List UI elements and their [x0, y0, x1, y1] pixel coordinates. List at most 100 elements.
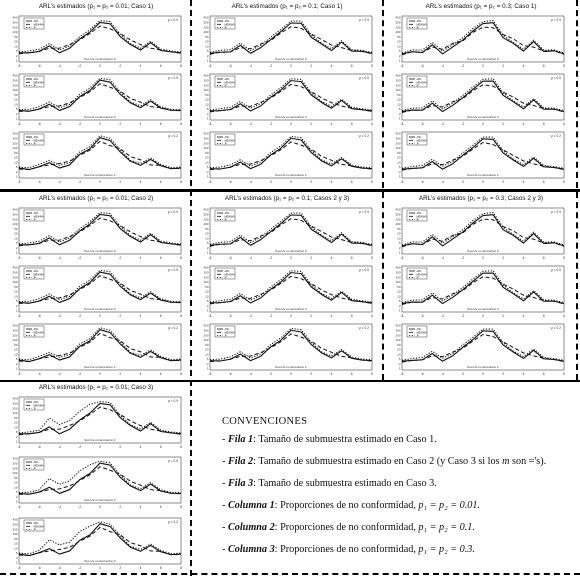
y-tick-label: 300: [12, 270, 17, 274]
y-tick-label: 50: [205, 35, 209, 39]
convention-label: Fila 3: [227, 478, 254, 489]
x-tick-label: 6: [351, 180, 353, 184]
y-tick-label: 400: [395, 74, 400, 78]
x-tick-label: -4: [249, 372, 252, 376]
y-tick-label: 300: [203, 136, 208, 140]
legend-label: MEWMA: [225, 22, 235, 26]
x-tick-label: 2: [310, 180, 312, 184]
y-tick-label: 400: [203, 74, 208, 78]
y-tick-label: 20: [397, 232, 401, 236]
plot-frame: [18, 73, 182, 121]
y-tick-label: 100: [12, 30, 17, 34]
convention-label: Fila 1: [227, 434, 254, 445]
series-line-solid: [18, 462, 182, 495]
legend-label: X̄²: [224, 25, 227, 29]
y-tick-label: 1: [16, 251, 18, 255]
x-tick-label: -4: [441, 372, 444, 376]
y-tick-label: 50: [205, 93, 209, 97]
x-tick-label: -6: [38, 372, 41, 376]
series-line-dotted: [18, 521, 182, 555]
y-tick-label: 300: [12, 78, 17, 82]
y-tick-label: 50: [397, 227, 401, 231]
convention-columna-2: - Columna 2: Proporciones de no conformi…: [222, 522, 475, 533]
series-line-solid: [18, 329, 182, 363]
y-tick-label: 1: [399, 251, 401, 255]
legend-label: X̄²: [33, 217, 36, 221]
block-r1c1: ARL’s estimados (p₁ = p₂ = 0.01; Caso 1)…: [3, 2, 189, 187]
series-line-solid: [209, 329, 373, 362]
x-tick-label: 0: [99, 445, 101, 449]
y-tick-label: 2: [16, 112, 18, 116]
y-tick-label: 20: [14, 290, 18, 294]
x-tick-label: 4: [523, 372, 525, 376]
x-tick-label: 2: [502, 180, 504, 184]
x-axis-label: Nivel de contaminación Z: [467, 307, 499, 311]
x-tick-label: -6: [38, 445, 41, 449]
x-tick-label: -8: [401, 64, 404, 68]
x-axis-label: Nivel de contaminación Z: [275, 249, 307, 253]
series-line-solid: [401, 272, 565, 305]
y-tick-label: 300: [203, 212, 208, 216]
series-line-solid: [19, 213, 182, 246]
convention-fila-3: - Fila 3: Tamaño de submuestra estimado …: [222, 478, 437, 489]
y-tick-label: 400: [203, 324, 208, 328]
x-axis-label: Nivel de contaminación Z: [84, 438, 116, 442]
y-tick-label: 10: [14, 352, 18, 356]
series-line-dotted: [401, 270, 565, 304]
y-tick-label: 20: [397, 40, 401, 44]
series-line-dashed: [401, 26, 565, 56]
conventions-title: CONVENCIONES: [222, 416, 308, 427]
legend-label: MEWMA: [417, 22, 427, 26]
x-tick-label: 4: [331, 314, 333, 318]
y-tick-label: 200: [12, 217, 17, 221]
y-tick-label: 200: [395, 217, 400, 221]
y-tick-label: 2: [399, 304, 401, 308]
y-tick-label: 20: [397, 98, 401, 102]
y-tick-label: 400: [12, 324, 17, 328]
x-tick-label: -2: [78, 122, 81, 126]
x-tick-label: 2: [310, 256, 312, 260]
y-tick-label: 50: [397, 343, 401, 347]
x-tick-label: -4: [249, 256, 252, 260]
legend-label: ARL: [417, 19, 423, 23]
x-tick-label: 2: [119, 256, 121, 260]
y-tick-label: 200: [395, 333, 400, 337]
series-line-dashed: [18, 526, 182, 557]
convention-text: Tamaño de submuestra estimado en Caso 3.: [258, 478, 437, 489]
y-tick-label: 2: [207, 246, 209, 250]
y-tick-label: 200: [12, 466, 17, 470]
x-tick-label: -8: [401, 256, 404, 260]
y-tick-label: 20: [14, 40, 18, 44]
x-tick-label: 8: [180, 122, 182, 126]
y-tick-label: 100: [203, 88, 208, 92]
series-line-dashed: [401, 84, 565, 113]
series-line-dotted: [209, 78, 373, 111]
x-tick-label: -4: [58, 122, 61, 126]
rho-label: ρ = 0.5: [168, 76, 178, 80]
y-tick-label: 20: [397, 156, 401, 160]
x-tick-label: -6: [421, 180, 424, 184]
y-tick-label: 20: [205, 98, 209, 102]
x-tick-label: 4: [140, 180, 142, 184]
y-tick-label: 2: [207, 362, 209, 366]
y-tick-label: 50: [14, 151, 18, 155]
series-line-dotted: [18, 327, 182, 361]
x-axis-label: Nivel de contaminación Z: [467, 173, 499, 177]
y-tick-label: 200: [12, 83, 17, 87]
x-tick-label: 4: [331, 256, 333, 260]
x-tick-label: 2: [310, 122, 312, 126]
y-tick-label: 2: [399, 54, 401, 58]
y-tick-label: 400: [395, 324, 400, 328]
x-tick-label: 8: [180, 566, 182, 570]
series-line-dotted: [18, 212, 182, 245]
x-tick-label: 2: [310, 372, 312, 376]
y-tick-label: 50: [397, 151, 401, 155]
x-tick-label: -8: [401, 180, 404, 184]
series-line-solid: [18, 523, 182, 557]
